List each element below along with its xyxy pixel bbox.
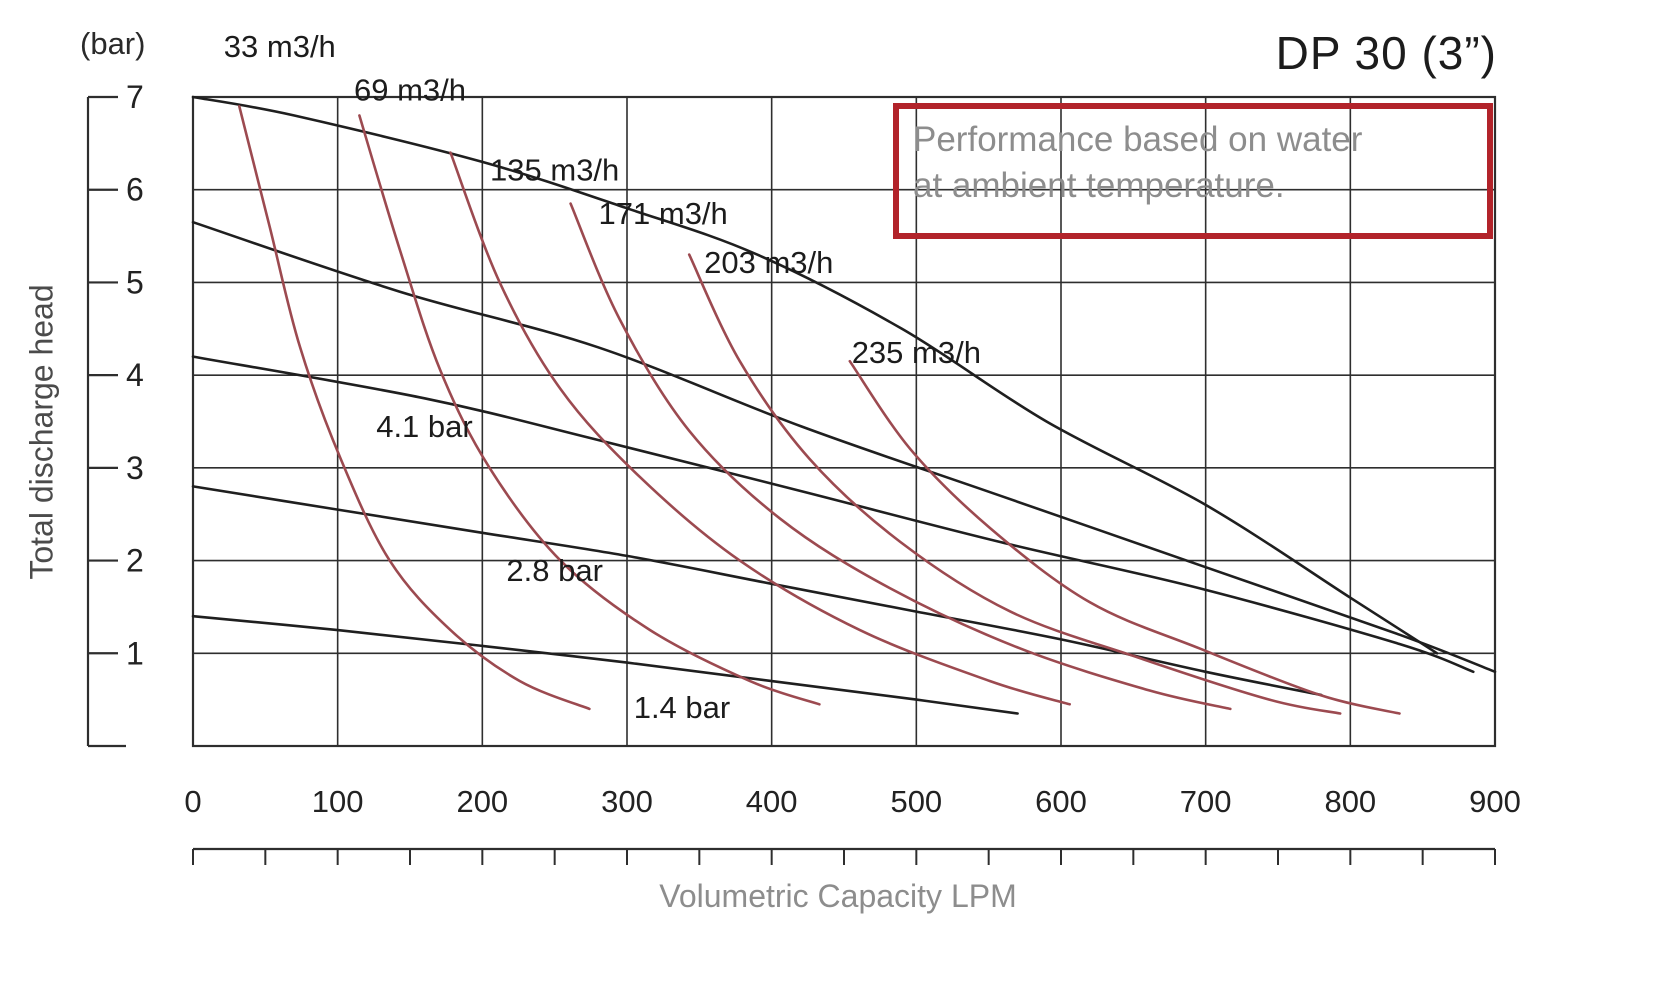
y-tick-label-3: 3 <box>126 450 144 486</box>
x-tick-label-600: 600 <box>1035 784 1087 819</box>
x-tick-label-800: 800 <box>1324 784 1376 819</box>
curve-pump-curve-unlabeled-starts-7-0-bar <box>191 95 1439 655</box>
curve-1-4-bar <box>191 614 1019 715</box>
note-box: Performance based on water at ambient te… <box>893 103 1493 239</box>
x-tick-label-0: 0 <box>184 784 201 819</box>
x-tick-label-200: 200 <box>456 784 508 819</box>
y-tick-label-7: 7 <box>126 79 144 115</box>
x-axis-title: Volumetric Capacity LPM <box>659 878 1017 914</box>
curve-label-4-1-bar: 4.1 bar <box>376 409 473 444</box>
curve-171-m3-h <box>569 202 1232 711</box>
note-line-2: at ambient temperature. <box>913 165 1285 205</box>
y-tick-label-4: 4 <box>126 357 144 393</box>
y-axis-title: Total discharge head <box>23 284 60 580</box>
y-tick-label-6: 6 <box>126 172 144 208</box>
curve-label-1-4-bar: 1.4 bar <box>634 690 731 725</box>
x-tick-label-700: 700 <box>1180 784 1232 819</box>
curve-2-8-bar <box>191 485 1323 697</box>
curve-label-69-m3-h: 69 m3/h <box>354 73 466 108</box>
curve-pump-curve-unlabeled-starts-5-6-bar <box>191 220 1497 674</box>
x-tick-label-500: 500 <box>890 784 942 819</box>
y-tick-label-5: 5 <box>126 264 144 300</box>
curve-label-235-m3-h: 235 m3/h <box>852 335 981 370</box>
curve-label-171-m3-h: 171 m3/h <box>599 196 728 231</box>
curve-33-m3-h <box>238 105 591 711</box>
curve-4-1-bar <box>191 355 1475 674</box>
curve-label-33-m3-h: 33 m3/h <box>224 29 336 64</box>
curve-label-203-m3-h: 203 m3/h <box>704 245 833 280</box>
plot-border <box>191 95 1497 748</box>
y-tick-label-2: 2 <box>126 543 144 579</box>
curve-235-m3-h <box>848 359 1401 715</box>
curve-135-m3-h <box>449 151 1071 706</box>
note-line-1: Performance based on water <box>913 120 1363 159</box>
y-axis-unit-label: (bar) <box>80 26 146 61</box>
curve-69-m3-h <box>358 114 821 706</box>
x-tick-label-400: 400 <box>746 784 798 819</box>
x-tick-label-100: 100 <box>312 784 364 819</box>
x-tick-label-300: 300 <box>601 784 653 819</box>
curve-label-2-8-bar: 2.8 bar <box>506 553 603 588</box>
curve-label-135-m3-h: 135 m3/h <box>490 152 619 187</box>
chart-title: DP 30 (3”) <box>1275 27 1497 79</box>
x-tick-label-900: 900 <box>1469 784 1521 819</box>
y-tick-label-1: 1 <box>126 635 144 671</box>
curve-203-m3-h <box>687 253 1342 715</box>
